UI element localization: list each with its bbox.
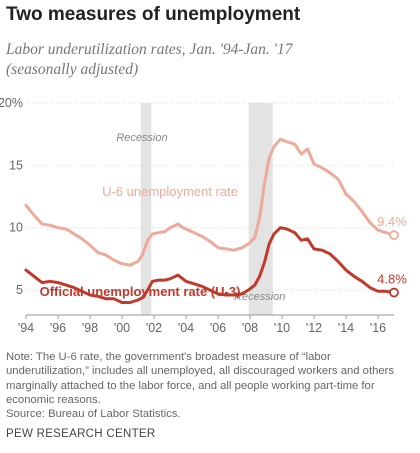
subtitle-line-2: (seasonally adjusted) (6, 61, 139, 78)
unemployment-line-chart: 20% 15 10 5 '94 '96 '98 '00 '02 '04 '06 '08 '10 '12 '1… (0, 96, 407, 335)
x-tick-label: '96 (50, 321, 66, 335)
series-name-label: Official unemployment rate (U-3) (40, 284, 241, 299)
y-tick-label: 15 (9, 158, 23, 172)
recession-label: Recession (234, 291, 285, 303)
chart-title: Two measures of unemployment (6, 4, 301, 25)
series-line (24, 137, 396, 267)
chart-source: Source: Bureau of Labor Statistics. (6, 408, 181, 420)
x-tick-label: '04 (178, 321, 194, 335)
x-tick-label: '94 (18, 321, 34, 335)
x-tick-label: '00 (114, 321, 130, 335)
chart-subtitle: Labor underutilization rates, Jan. '94-J… (6, 40, 293, 80)
y-tick-label: 10 (9, 221, 23, 235)
x-tick-label: '12 (306, 321, 322, 335)
x-tick-label: '02 (146, 321, 162, 335)
chart-note: Note: The U-6 rate, the government's bro… (6, 351, 395, 407)
subtitle-line-1: Labor underutilization rates, Jan. '94-J… (6, 41, 293, 58)
x-tick-label: '16 (370, 321, 386, 335)
series-end-point (389, 287, 399, 298)
x-tick-label: '14 (338, 321, 354, 335)
x-tick-label: '08 (242, 321, 258, 335)
series-name-label: U-6 unemployment rate (102, 184, 238, 199)
recession-band (140, 103, 152, 315)
series-end-label: 4.8% (377, 272, 407, 287)
x-tick-label: '10 (274, 321, 290, 335)
y-tick-label: 5 (16, 283, 23, 297)
series-line (24, 226, 396, 304)
recession-label: Recession (116, 132, 167, 144)
x-tick-label: '98 (82, 321, 98, 335)
y-tick-label: 20% (0, 96, 23, 110)
series-end-point (389, 230, 399, 241)
series-end-label: 9.4% (377, 214, 407, 229)
brand-credit: PEW RESEARCH CENTER (6, 428, 156, 440)
x-tick-label: '06 (210, 321, 226, 335)
